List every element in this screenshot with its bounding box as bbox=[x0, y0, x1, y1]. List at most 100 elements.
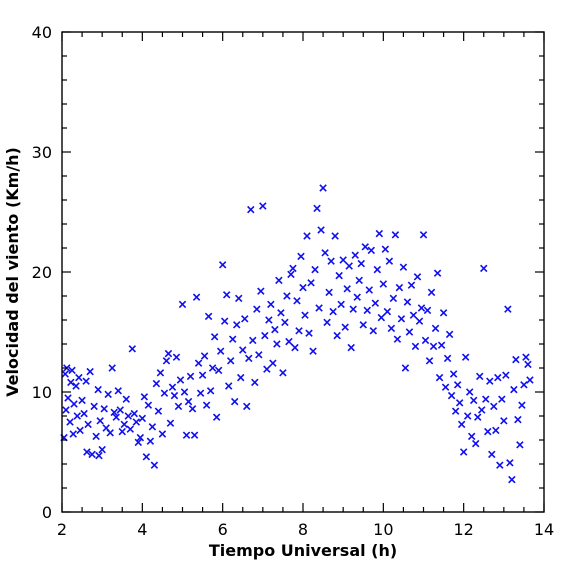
data-point bbox=[281, 318, 289, 327]
data-point bbox=[194, 359, 203, 367]
data-point bbox=[73, 412, 81, 420]
data-point bbox=[166, 419, 175, 427]
data-point bbox=[140, 393, 149, 401]
data-point bbox=[293, 297, 301, 305]
data-point bbox=[168, 383, 177, 391]
data-point bbox=[492, 426, 500, 435]
data-point bbox=[241, 315, 249, 323]
data-point bbox=[488, 450, 496, 459]
data-point bbox=[447, 391, 456, 400]
data-point bbox=[319, 184, 327, 192]
data-point bbox=[162, 357, 171, 365]
data-point bbox=[279, 369, 287, 377]
data-point bbox=[142, 453, 151, 461]
data-point bbox=[190, 431, 199, 439]
data-point bbox=[441, 383, 450, 391]
data-point bbox=[500, 417, 508, 425]
data-point bbox=[341, 323, 349, 331]
data-point bbox=[192, 293, 201, 301]
data-point bbox=[110, 408, 118, 417]
data-point bbox=[425, 357, 434, 365]
data-point bbox=[182, 431, 191, 439]
data-point bbox=[301, 311, 309, 319]
data-point bbox=[214, 366, 223, 375]
data-point bbox=[267, 300, 275, 309]
data-point bbox=[359, 321, 367, 329]
data-point bbox=[413, 273, 422, 281]
data-point bbox=[490, 402, 498, 411]
data-point bbox=[178, 300, 187, 309]
data-point bbox=[323, 318, 331, 327]
data-point bbox=[335, 271, 343, 280]
data-point bbox=[343, 285, 351, 293]
data-point bbox=[506, 459, 514, 467]
data-point bbox=[132, 418, 141, 426]
data-point bbox=[61, 370, 69, 378]
data-point bbox=[526, 376, 534, 384]
x-tick-label: 14 bbox=[534, 520, 554, 539]
data-point bbox=[68, 366, 76, 375]
data-point bbox=[82, 377, 90, 385]
data-point bbox=[317, 226, 325, 234]
y-tick-label: 10 bbox=[32, 383, 52, 402]
data-point bbox=[88, 450, 96, 459]
data-point bbox=[411, 342, 420, 351]
data-point bbox=[482, 395, 490, 403]
data-point bbox=[478, 406, 486, 414]
data-point bbox=[204, 312, 213, 321]
x-tick-label: 4 bbox=[137, 520, 147, 539]
data-point bbox=[180, 388, 189, 396]
data-point bbox=[146, 437, 155, 445]
data-point bbox=[349, 305, 357, 313]
data-point bbox=[407, 281, 416, 289]
data-point bbox=[100, 405, 108, 413]
data-point bbox=[128, 345, 137, 353]
x-tick-label: 8 bbox=[298, 520, 308, 539]
data-point bbox=[90, 402, 98, 411]
data-point bbox=[339, 256, 347, 264]
data-point bbox=[126, 425, 135, 433]
y-tick-label: 0 bbox=[42, 503, 52, 522]
data-point bbox=[255, 351, 263, 359]
y-axis-title: Velocidad del viento (Km/h) bbox=[3, 147, 22, 397]
data-point bbox=[469, 396, 478, 405]
data-point bbox=[188, 405, 197, 413]
data-point bbox=[198, 371, 207, 379]
data-point bbox=[200, 352, 209, 360]
data-point bbox=[393, 335, 402, 343]
data-point bbox=[170, 391, 179, 400]
data-point bbox=[423, 306, 432, 315]
data-point bbox=[222, 291, 231, 299]
data-point bbox=[297, 252, 305, 261]
data-point bbox=[451, 407, 460, 415]
data-point bbox=[389, 294, 398, 303]
data-point bbox=[124, 412, 133, 420]
data-point bbox=[116, 406, 124, 414]
data-point bbox=[484, 427, 492, 436]
data-point bbox=[325, 288, 333, 297]
data-point bbox=[271, 325, 279, 334]
data-point bbox=[461, 353, 470, 361]
data-point bbox=[355, 276, 363, 285]
data-point bbox=[459, 448, 468, 456]
data-point bbox=[357, 259, 365, 268]
data-point bbox=[114, 387, 122, 395]
data-point bbox=[104, 390, 112, 399]
data-point bbox=[405, 328, 414, 336]
data-point bbox=[108, 364, 116, 372]
data-point bbox=[367, 246, 376, 255]
data-point bbox=[455, 399, 464, 407]
x-tick-label: 12 bbox=[453, 520, 473, 539]
data-point bbox=[419, 231, 428, 239]
data-point bbox=[66, 418, 74, 426]
data-point bbox=[291, 343, 299, 352]
data-point bbox=[443, 354, 452, 363]
data-point bbox=[520, 381, 528, 389]
data-point bbox=[275, 276, 283, 285]
data-point bbox=[261, 331, 269, 340]
data-point bbox=[494, 373, 502, 382]
data-point bbox=[486, 377, 494, 385]
data-point bbox=[69, 430, 77, 438]
data-point bbox=[457, 420, 466, 429]
